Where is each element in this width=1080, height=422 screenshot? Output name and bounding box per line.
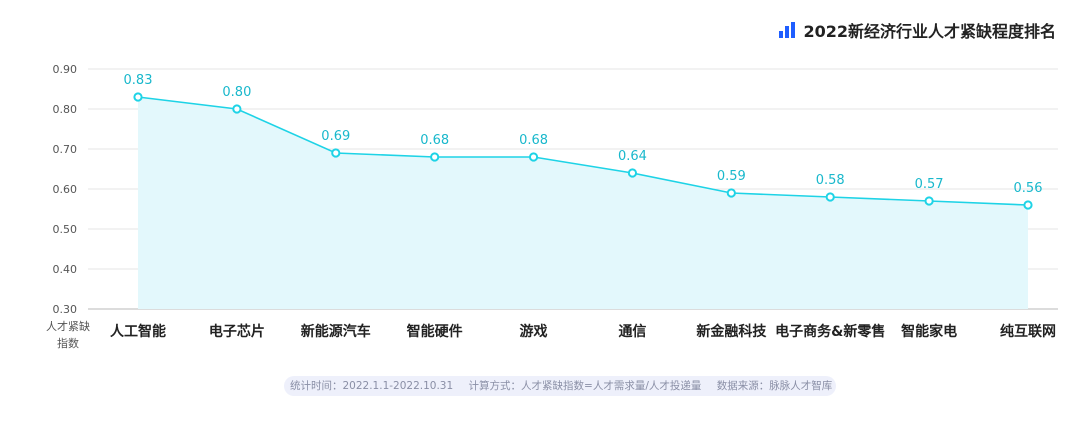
footnote-method: 计算方式：人才紧缺指数=人才需求量/人才投递量: [468, 380, 702, 392]
data-label: 0.68: [420, 133, 449, 148]
data-point: [627, 168, 638, 178]
data-point: [430, 152, 440, 162]
y-axis-label-line-1: 人才紧缺: [46, 320, 90, 333]
x-tick-label: 电子商务&新零售: [775, 323, 885, 340]
y-tick-label: 0.50: [53, 223, 78, 236]
data-point: [331, 148, 341, 158]
bar-chart-icon: [779, 22, 796, 38]
series-area: [138, 97, 1028, 309]
data-point: [726, 188, 736, 198]
x-tick-label: 通信: [618, 323, 646, 340]
data-point: [825, 192, 835, 202]
y-tick-label: 0.30: [53, 303, 78, 316]
data-label: 0.68: [519, 133, 548, 148]
x-tick-label: 新金融科技: [696, 323, 767, 340]
x-tick-label: 智能家电: [900, 323, 957, 340]
y-tick-label: 0.90: [53, 63, 78, 76]
y-tick-label: 0.80: [53, 103, 78, 116]
data-label: 0.57: [915, 177, 944, 192]
y-tick-label: 0.60: [53, 183, 78, 196]
footnote-source: 数据来源：脉脉人才智库: [716, 380, 833, 392]
data-label: 0.83: [124, 73, 153, 88]
data-point: [232, 104, 242, 114]
y-axis-label-line-2: 指数: [57, 337, 79, 350]
y-axis-label: 人才紧缺 指数: [28, 318, 108, 352]
data-label: 0.58: [816, 173, 845, 188]
x-tick-label: 电子芯片: [209, 323, 265, 340]
data-point: [1023, 200, 1033, 210]
chart-title-text: 2022新经济行业人才紧缺程度排名: [803, 22, 1056, 41]
x-tick-label: 游戏: [520, 323, 548, 340]
data-point: [528, 152, 539, 162]
x-tick-label: 新能源汽车: [301, 323, 371, 340]
data-label: 0.69: [321, 129, 350, 144]
data-label: 0.80: [222, 85, 251, 100]
data-point: [133, 92, 143, 102]
series-line: [137, 96, 1029, 206]
data-point: [924, 196, 934, 206]
data-label: 0.64: [618, 149, 647, 164]
data-label: 0.59: [717, 169, 746, 184]
x-tick-label: 智能硬件: [406, 323, 463, 340]
footnote-period: 统计时间：2022.1.1-2022.10.31: [290, 380, 454, 392]
x-tick-label: 纯互联网: [1000, 323, 1056, 340]
chart-title: 2022新经济行业人才紧缺程度排名: [779, 18, 1056, 42]
y-tick-label: 0.70: [53, 143, 78, 156]
y-tick-label: 0.40: [53, 263, 78, 276]
footnote: 统计时间：2022.1.1-2022.10.31 计算方式：人才紧缺指数=人才需…: [284, 376, 836, 396]
x-tick-label: 人工智能: [110, 323, 166, 340]
data-label: 0.56: [1014, 181, 1043, 196]
